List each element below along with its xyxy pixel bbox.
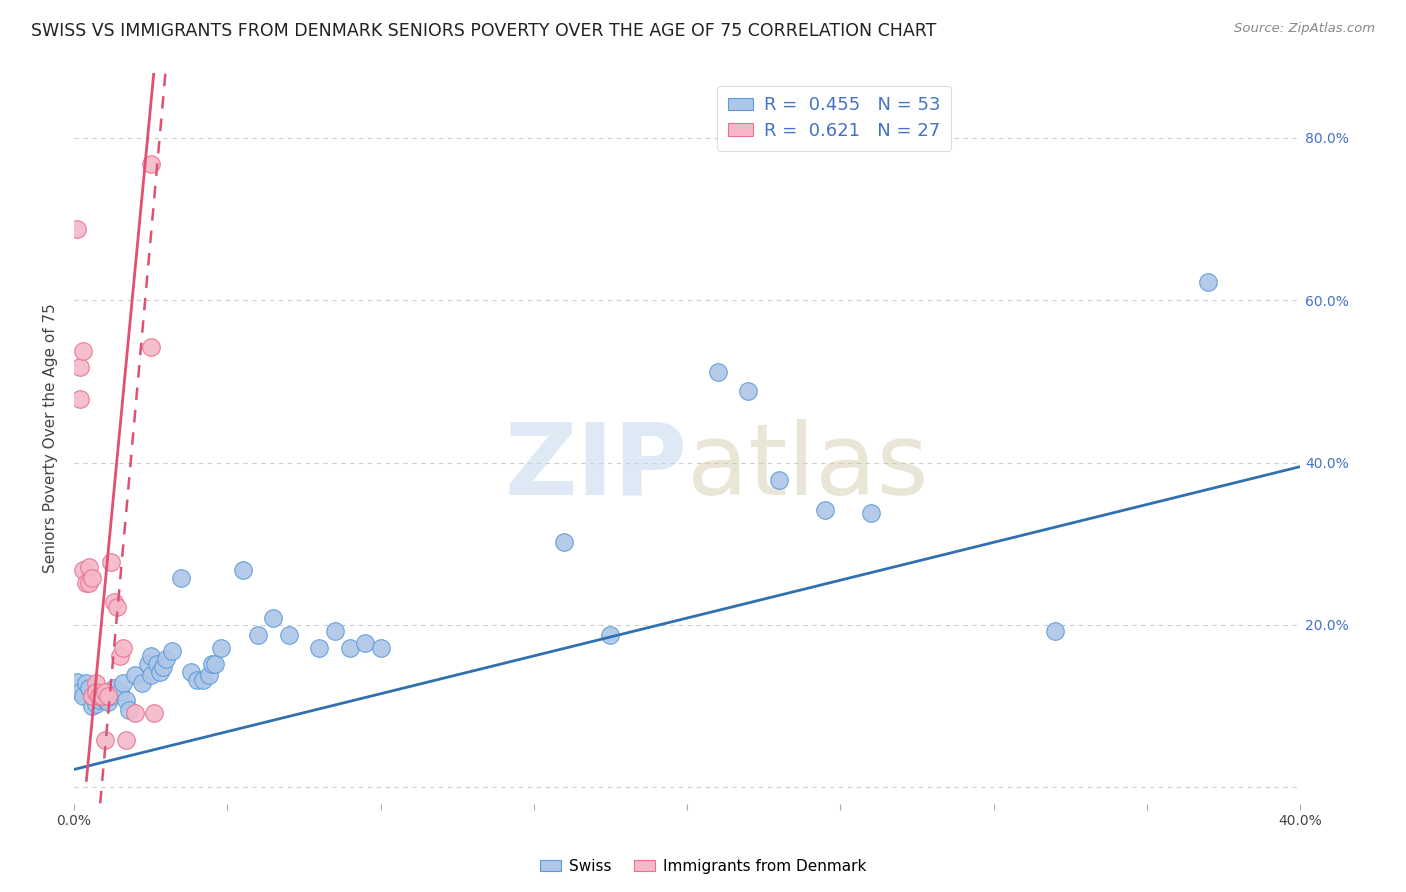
Point bbox=[277, 628, 299, 642]
Text: SWISS VS IMMIGRANTS FROM DENMARK SENIORS POVERTY OVER THE AGE OF 75 CORRELATION : SWISS VS IMMIGRANTS FROM DENMARK SENIORS… bbox=[31, 22, 936, 40]
Point bbox=[186, 673, 208, 687]
Point bbox=[139, 157, 162, 171]
Point bbox=[232, 563, 254, 577]
Point bbox=[100, 690, 122, 704]
Point bbox=[112, 676, 135, 690]
Point bbox=[87, 692, 110, 706]
Point bbox=[139, 340, 162, 354]
Point bbox=[246, 628, 269, 642]
Point bbox=[108, 684, 131, 698]
Point bbox=[354, 636, 377, 650]
Point bbox=[152, 660, 174, 674]
Point bbox=[90, 690, 112, 704]
Point bbox=[79, 575, 101, 590]
Point bbox=[859, 506, 882, 520]
Point bbox=[191, 673, 214, 687]
Point bbox=[146, 657, 169, 671]
Point bbox=[97, 690, 120, 704]
Point bbox=[170, 571, 193, 585]
Point bbox=[93, 733, 115, 747]
Point bbox=[100, 555, 122, 569]
Point bbox=[124, 668, 146, 682]
Point bbox=[84, 684, 107, 698]
Point bbox=[308, 640, 330, 655]
Point bbox=[599, 628, 621, 642]
Point bbox=[198, 668, 221, 682]
Point bbox=[82, 571, 104, 585]
Point bbox=[180, 665, 202, 679]
Point bbox=[155, 652, 177, 666]
Point bbox=[1197, 276, 1219, 290]
Point bbox=[93, 692, 115, 706]
Legend: Swiss, Immigrants from Denmark: Swiss, Immigrants from Denmark bbox=[533, 853, 873, 880]
Point bbox=[79, 681, 101, 696]
Point bbox=[131, 676, 153, 690]
Y-axis label: Seniors Poverty Over the Age of 75: Seniors Poverty Over the Age of 75 bbox=[44, 303, 58, 574]
Point bbox=[79, 559, 101, 574]
Point bbox=[814, 502, 837, 516]
Point bbox=[149, 665, 172, 679]
Point bbox=[105, 600, 128, 615]
Point bbox=[82, 699, 104, 714]
Point bbox=[115, 733, 138, 747]
Point bbox=[136, 657, 159, 671]
Point bbox=[139, 668, 162, 682]
Point bbox=[262, 611, 284, 625]
Point bbox=[201, 657, 224, 671]
Point bbox=[768, 474, 790, 488]
Point bbox=[124, 706, 146, 720]
Point bbox=[553, 535, 575, 549]
Point bbox=[737, 384, 759, 399]
Point bbox=[69, 684, 91, 698]
Point bbox=[75, 575, 97, 590]
Point bbox=[204, 657, 226, 671]
Point bbox=[87, 690, 110, 704]
Point bbox=[90, 690, 112, 704]
Point bbox=[370, 640, 392, 655]
Legend: R =  0.455   N = 53, R =  0.621   N = 27: R = 0.455 N = 53, R = 0.621 N = 27 bbox=[717, 86, 952, 151]
Point bbox=[103, 681, 125, 696]
Point bbox=[103, 595, 125, 609]
Point bbox=[1043, 624, 1066, 639]
Point bbox=[84, 676, 107, 690]
Text: atlas: atlas bbox=[688, 419, 929, 516]
Point bbox=[72, 563, 94, 577]
Point bbox=[75, 676, 97, 690]
Point bbox=[72, 690, 94, 704]
Point bbox=[209, 640, 232, 655]
Point bbox=[112, 640, 135, 655]
Point bbox=[97, 695, 120, 709]
Point bbox=[142, 706, 165, 720]
Point bbox=[108, 648, 131, 663]
Point bbox=[115, 692, 138, 706]
Point bbox=[160, 644, 183, 658]
Point bbox=[339, 640, 361, 655]
Point bbox=[66, 674, 89, 689]
Text: Source: ZipAtlas.com: Source: ZipAtlas.com bbox=[1234, 22, 1375, 36]
Point bbox=[82, 690, 104, 704]
Point bbox=[323, 624, 346, 639]
Point bbox=[118, 703, 141, 717]
Text: ZIP: ZIP bbox=[505, 419, 688, 516]
Point bbox=[93, 684, 115, 698]
Point bbox=[706, 365, 728, 379]
Point bbox=[66, 222, 89, 236]
Point bbox=[84, 698, 107, 712]
Point bbox=[69, 392, 91, 407]
Point bbox=[69, 359, 91, 374]
Point bbox=[72, 343, 94, 358]
Point bbox=[139, 648, 162, 663]
